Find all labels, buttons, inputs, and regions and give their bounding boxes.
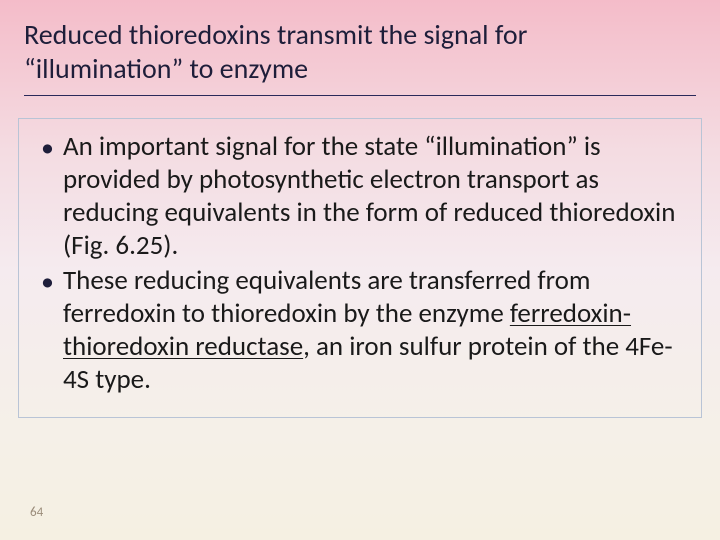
list-item: • An important signal for the state “ill… — [41, 131, 687, 263]
bullet-text: These reducing equivalents are transferr… — [63, 265, 687, 397]
content-box: • An important signal for the state “ill… — [18, 118, 702, 418]
title-line-1: Reduced thioredoxins transmit the signal… — [24, 17, 527, 52]
page-number: 64 — [30, 505, 43, 520]
slide-title: Reduced thioredoxins transmit the signal… — [24, 18, 696, 85]
title-underline — [24, 95, 696, 96]
bullet-icon: • — [41, 265, 63, 298]
bullet-icon: • — [41, 131, 63, 164]
bullet-text: An important signal for the state “illum… — [63, 131, 687, 263]
list-item: • These reducing equivalents are transfe… — [41, 265, 687, 397]
title-line-2: “illumination” to enzyme — [24, 51, 308, 86]
slide-title-block: Reduced thioredoxins transmit the signal… — [0, 0, 720, 91]
bullet-list: • An important signal for the state “ill… — [41, 131, 687, 397]
